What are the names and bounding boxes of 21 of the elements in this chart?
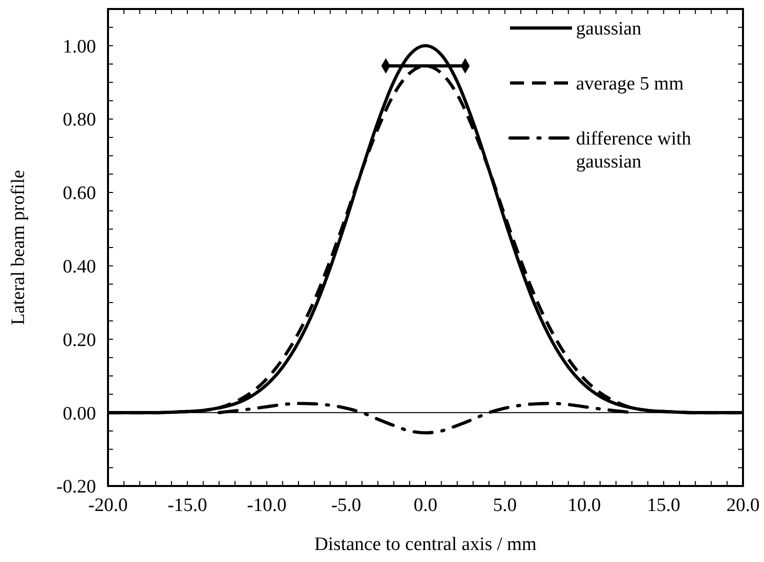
legend-label: gaussian xyxy=(576,18,642,40)
y-tick-label: 1.00 xyxy=(62,36,96,58)
x-tick-label: 0.0 xyxy=(414,495,438,516)
y-tick-label: 0.20 xyxy=(62,330,96,351)
x-tick-label: -10.0 xyxy=(246,495,287,516)
y-tick-label: 0.00 xyxy=(62,403,96,424)
y-tick-label: 0.40 xyxy=(62,256,96,278)
x-tick-label: -15.0 xyxy=(168,495,208,516)
x-tick-label: 15.0 xyxy=(647,495,680,516)
legend-label: average 5 mm xyxy=(576,74,684,95)
x-tick-label: 10.0 xyxy=(568,495,601,516)
y-tick-label: -0.20 xyxy=(56,476,96,498)
legend-label: difference with gaussian xyxy=(576,128,692,172)
x-tick-label: -20.0 xyxy=(88,495,128,516)
x-tick-label: 20.0 xyxy=(726,495,760,516)
y-axis-title: Lateral beam profile xyxy=(8,170,29,326)
x-axis-title: Distance to central axis / mm xyxy=(314,534,537,555)
y-tick-label: 0.60 xyxy=(62,183,96,204)
x-tick-label: -5.0 xyxy=(331,495,362,516)
y-tick-label: 0.80 xyxy=(62,110,96,131)
x-tick-label: 5.0 xyxy=(493,495,517,516)
